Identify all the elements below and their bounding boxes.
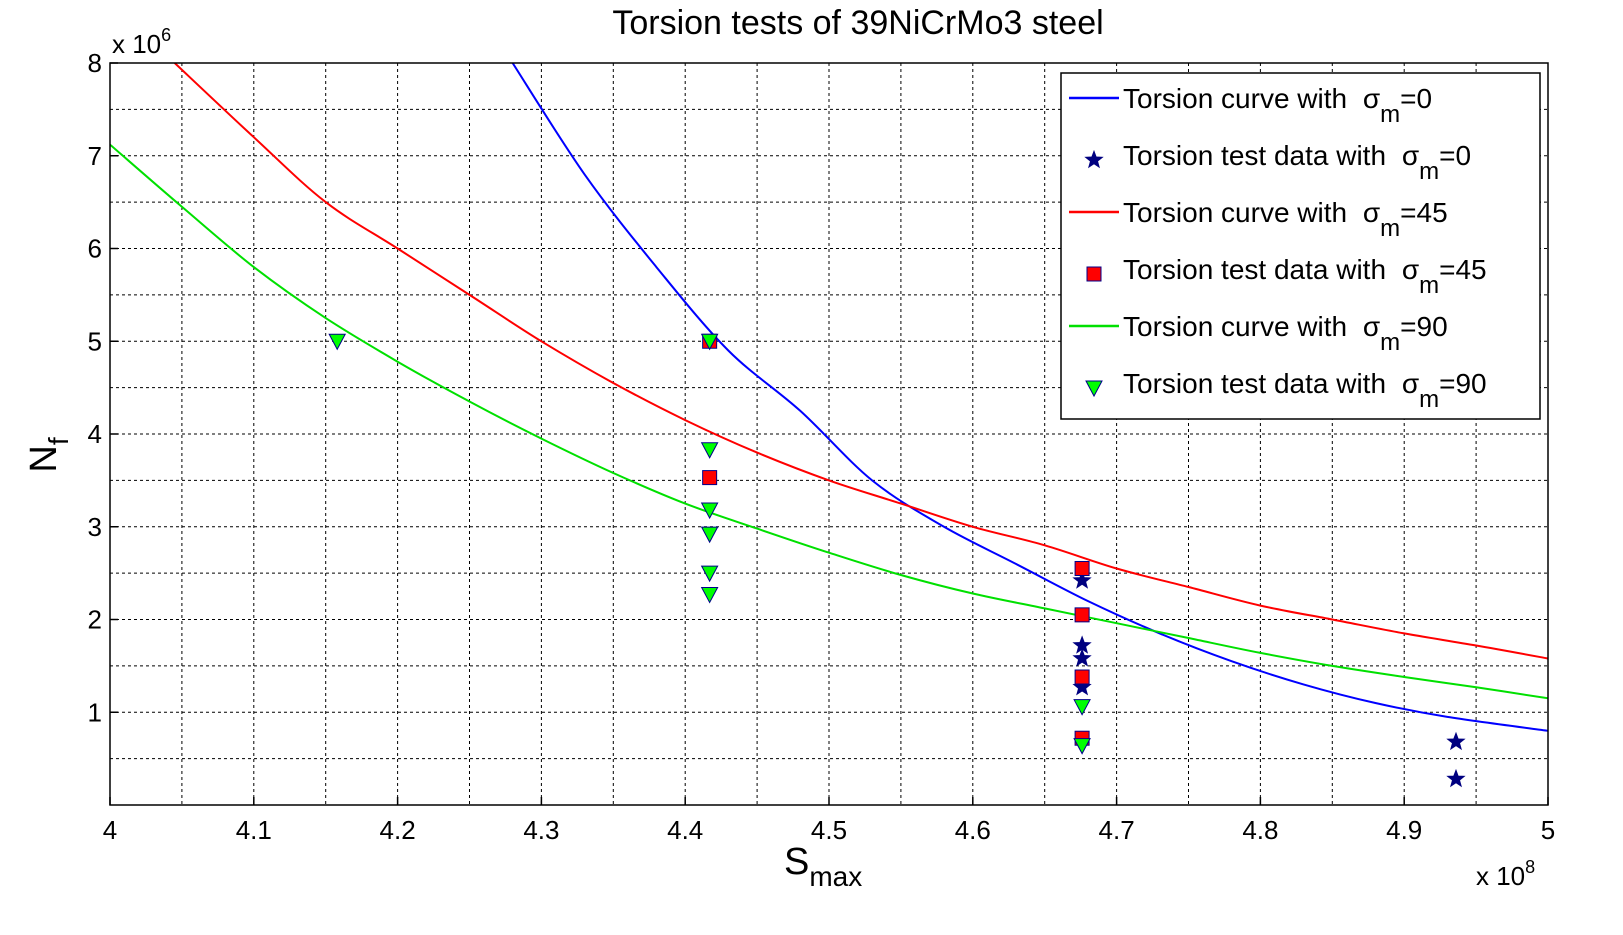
legend-entry-suffix: =0 [1439,140,1471,171]
grid [110,63,1548,805]
y-tick-label: 5 [88,326,102,356]
data-point-3 [1074,669,1090,685]
series-line-4 [110,143,1548,700]
legend-entry-suffix: =45 [1439,254,1487,285]
legend-entry-prefix: Torsion test data with [1123,140,1394,171]
y-tick-label: 7 [88,141,102,171]
plot-markers [328,333,1466,788]
legend-entry-prefix: Torsion curve with [1123,311,1355,342]
x-exponent-power: 8 [1525,857,1535,877]
y-tick-label: 3 [88,512,102,542]
series-line-0 [511,63,1548,732]
data-point-5 [700,526,719,544]
data-point-5 [700,586,719,604]
y-axis-label-sub: f [43,437,74,445]
legend-entry-suffix: =45 [1400,197,1448,228]
data-point-5 [700,333,719,351]
x-tick-label: 4.5 [811,815,847,845]
x-tick-label: 4.8 [1242,815,1278,845]
x-tick-label: 4.2 [380,815,416,845]
legend-swatch-marker [1086,266,1102,282]
x-tick-label: 4.4 [667,815,703,845]
legend-entry-suffix: =0 [1400,83,1432,114]
legend-entry-label: Torsion test data with σm=90 [1123,368,1487,413]
x-axis-label-main: S [784,841,809,883]
x-axis-label: Smax [784,841,862,892]
x-tick-label: 4.6 [955,815,991,845]
data-point-5 [700,502,719,520]
legend-entry-sub: m [1380,215,1400,242]
chart-title: Torsion tests of 39NiCrMo3 steel [612,4,1103,42]
legend-entry-sub: m [1419,272,1439,299]
data-point-5 [328,333,347,351]
y-axis-label-group: Nf [23,437,74,472]
y-tick-label: 4 [88,419,102,449]
legend-entry-symbol: σ [1363,311,1380,342]
legend-entry-label: Torsion test data with σm=0 [1123,140,1471,185]
legend-entry-prefix: Torsion curve with [1123,197,1355,228]
x-tick-label: 5 [1541,815,1555,845]
legend-entry-symbol: σ [1402,368,1419,399]
axis-ticks: 4 4.1 4.2 4.3 4.4 4.5 4.6 4.7 4.8 4.9 5 1 2 3 4 5 6 7 8 [88,48,1556,845]
legend-entry-suffix: =90 [1400,311,1448,342]
legend-entry-prefix: Torsion test data with [1123,368,1394,399]
legend-entry-label: Torsion curve with σm=90 [1123,311,1448,356]
legend-entry-symbol: σ [1402,254,1419,285]
data-point-3 [702,470,718,486]
x-exponent-base: x 10 [1476,861,1525,891]
legend-entry-sub: m [1380,101,1400,128]
data-point-1 [1446,731,1466,751]
y-axis-label-main: N [23,445,65,472]
x-tick-label: 4 [103,815,117,845]
legend-entry-symbol: σ [1402,140,1419,171]
y-tick-label: 2 [88,605,102,635]
y-tick-label: 1 [88,697,102,727]
data-point-1 [1072,648,1092,667]
data-point-3 [1074,607,1090,623]
data-point-5 [1073,738,1091,755]
legend-entry-prefix: Torsion test data with [1123,254,1394,285]
x-tick-label: 4.7 [1099,815,1135,845]
legend-entry-label: Torsion test data with σm=45 [1123,254,1487,299]
y-exponent-base: x 10 [112,29,161,59]
y-exponent-label: x 106 [112,25,171,59]
data-point-3 [1074,560,1090,576]
y-exponent-power: 6 [161,25,171,45]
data-point-1 [1446,768,1466,788]
y-axis-label: Nf [23,437,74,472]
legend-entry-sub: m [1419,386,1439,413]
y-tick-label: 8 [88,48,102,78]
plot-series [110,63,1548,732]
data-point-5 [700,565,719,583]
legend-entry-suffix: =90 [1439,368,1487,399]
data-point-5 [1073,699,1091,716]
legend-entry-symbol: σ [1363,197,1380,228]
legend-swatch-marker [1084,149,1104,169]
x-tick-label: 4.9 [1386,815,1422,845]
legend-entry-label: Torsion curve with σm=0 [1123,83,1432,128]
series-line-2 [174,63,1548,660]
legend-entry-label: Torsion curve with σm=45 [1123,197,1448,242]
x-axis-label-sub: max [809,861,862,892]
legend-entry-symbol: σ [1363,83,1380,114]
legend-box [1060,72,1541,420]
legend-entry-sub: m [1380,329,1400,356]
data-point-5 [700,442,719,459]
data-point-1 [1072,570,1092,589]
x-tick-label: 4.3 [523,815,559,845]
legend-entry-prefix: Torsion curve with [1123,83,1355,114]
x-exponent-label: x 108 [1476,857,1535,891]
y-tick-label: 6 [88,234,102,264]
legend-swatch-marker [1085,380,1103,398]
x-tick-label: 4.1 [236,815,272,845]
legend-entry-sub: m [1419,158,1439,185]
